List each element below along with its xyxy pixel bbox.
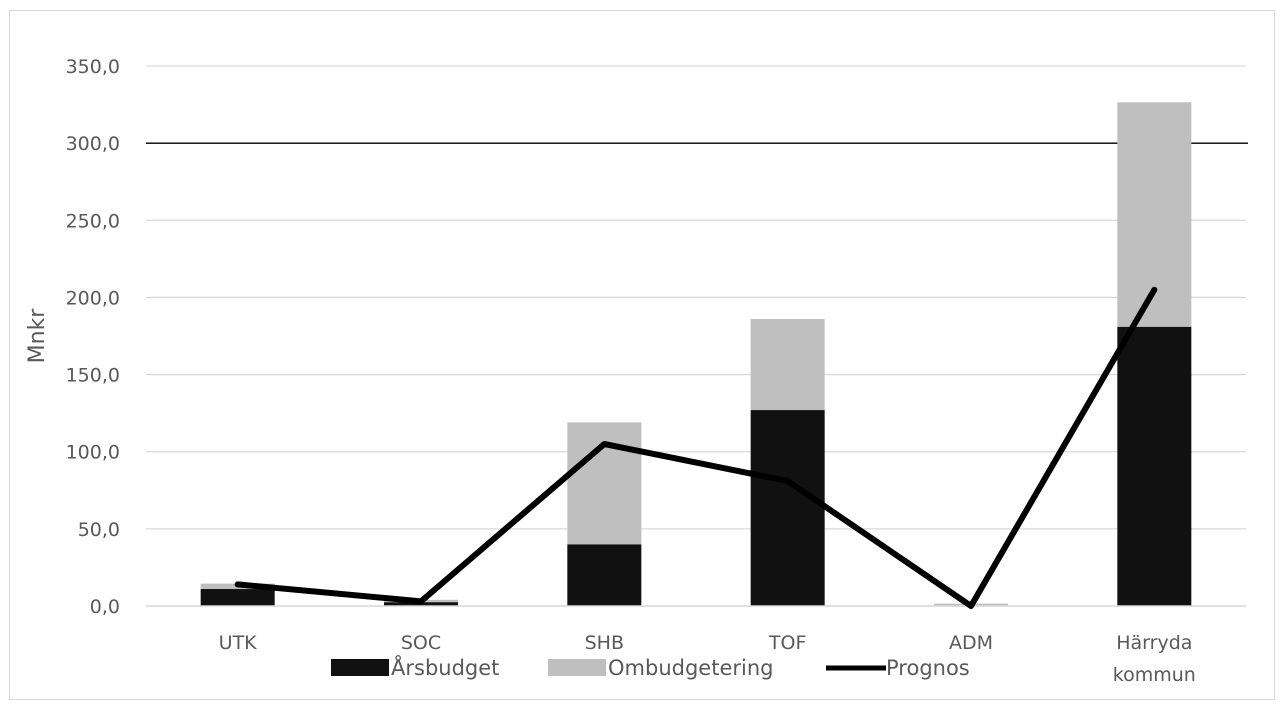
legend-label: Ombudgetering (608, 656, 773, 680)
y-tick-label: 350,0 (66, 56, 120, 78)
legend-item: Prognos (826, 656, 970, 680)
y-tick-label: 300,0 (66, 133, 120, 155)
bar--rsbudget (200, 589, 275, 606)
y-tick-label: 100,0 (66, 442, 120, 464)
legend-swatch (548, 659, 606, 676)
line-layer (234, 286, 1158, 609)
bar--rsbudget (567, 544, 642, 606)
grid-layer (146, 65, 1246, 607)
bar-ombudgetering (567, 422, 642, 545)
legend-label: Prognos (886, 656, 970, 680)
y-tick-labels: 0,0 50,0 100,0 150,0 200,0 250,0 300,0 350,0 (66, 56, 120, 618)
x-tick-label: UTK (219, 632, 258, 654)
bar--rsbudget (750, 410, 825, 606)
y-tick-label: 250,0 (66, 210, 120, 232)
y-tick-label: 200,0 (66, 287, 120, 309)
line-prognos (234, 286, 1158, 609)
bar-layer (146, 102, 1246, 607)
x-tick-label: SHB (585, 632, 624, 654)
y-tick-label: 0,0 (90, 596, 120, 618)
x-tick-label: SOC (401, 632, 441, 654)
legend-item: Ombudgetering (548, 656, 773, 680)
legend-item: Årsbudget (331, 654, 499, 680)
x-tick-label: ADM (949, 632, 993, 654)
x-tick-label: TOF (768, 632, 807, 654)
y-tick-label: 150,0 (66, 365, 120, 387)
legend-swatch (331, 659, 389, 676)
x-tick-label: Härryda kommun (1113, 632, 1196, 686)
x-tick-labels: UTK SOC SHB TOF ADM Härryda kommun (219, 632, 1196, 686)
y-tick-label: 50,0 (78, 519, 120, 541)
legend: Årsbudget Ombudgetering Prognos (331, 654, 970, 680)
y-axis-title: Mnkr (25, 308, 50, 364)
bar-ombudgetering (750, 319, 825, 411)
bar--rsbudget (1117, 326, 1192, 606)
legend-label: Årsbudget (391, 654, 499, 680)
